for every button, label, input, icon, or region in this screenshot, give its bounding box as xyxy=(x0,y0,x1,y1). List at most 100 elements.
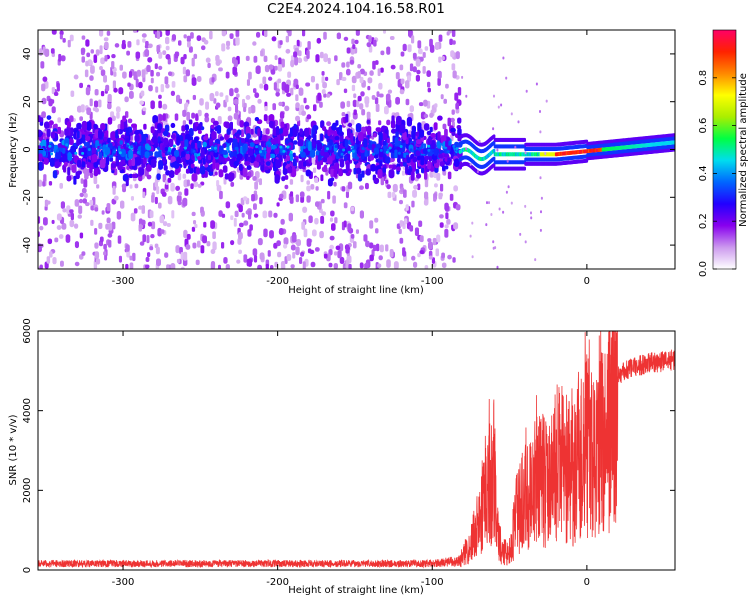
heatmap-cell xyxy=(429,126,433,133)
heatmap-cell xyxy=(378,93,384,98)
heatmap-cell xyxy=(364,96,370,105)
heatmap-cell xyxy=(445,140,449,148)
heatmap-cell xyxy=(292,152,296,158)
heatmap-cell xyxy=(81,251,86,256)
heatmap-cell xyxy=(411,130,416,140)
heatmap-cell xyxy=(396,115,402,126)
heatmap-cell xyxy=(183,251,188,261)
heatmap-cell xyxy=(395,96,400,105)
heatmap-cell xyxy=(433,148,438,156)
heatmap-cell xyxy=(81,120,87,131)
heatmap-cell xyxy=(57,143,64,150)
heatmap-cell xyxy=(100,123,106,131)
heatmap-cell xyxy=(446,218,451,225)
heatmap-cell xyxy=(342,148,346,152)
heatmap-cell xyxy=(146,174,152,180)
heatmap-cell xyxy=(422,52,426,58)
heatmap-cell xyxy=(379,244,384,253)
heatmap-cell xyxy=(338,243,344,252)
heatmap-cell xyxy=(191,112,195,119)
colorbar-tick-label: 0.6 xyxy=(698,118,709,134)
heatmap-cell xyxy=(69,209,74,214)
heatmap-cell xyxy=(236,93,240,98)
heatmap-cell xyxy=(192,149,196,153)
heatmap-cell xyxy=(145,264,150,269)
heatmap-cell xyxy=(93,54,98,63)
heatmap-cell xyxy=(94,207,99,212)
heatmap-cell xyxy=(502,56,505,60)
heatmap-cell xyxy=(523,166,526,171)
heatmap-cell xyxy=(145,145,152,151)
heatmap-cell xyxy=(274,261,278,268)
heatmap-cell xyxy=(174,51,179,59)
heatmap-cell xyxy=(107,117,113,125)
heatmap-cell xyxy=(246,175,250,180)
heatmap-cell xyxy=(385,93,391,102)
heatmap-cell xyxy=(427,238,432,243)
heatmap-cell xyxy=(166,264,170,269)
heatmap-cell xyxy=(156,173,161,180)
heatmap-cell xyxy=(170,182,175,192)
heatmap-cell xyxy=(339,256,345,264)
snr-series-line xyxy=(38,331,675,569)
heatmap-cell xyxy=(321,76,325,84)
heatmap-cell xyxy=(496,265,499,269)
heatmap-cell xyxy=(523,137,526,142)
heatmap-cell xyxy=(386,184,391,190)
heatmap-cell xyxy=(140,145,145,156)
heatmap-cell xyxy=(184,139,189,148)
colorbar-tick-label: 0.2 xyxy=(698,213,709,229)
heatmap-cell xyxy=(388,164,393,169)
heatmap-cell xyxy=(56,82,60,92)
heatmap-cell xyxy=(89,98,93,107)
heatmap-cell xyxy=(195,259,200,266)
heatmap-cell xyxy=(286,92,291,97)
heatmap-cell xyxy=(431,140,436,150)
heatmap-cell xyxy=(478,139,481,143)
heatmap-cell xyxy=(281,58,285,68)
heatmap-cell xyxy=(190,183,194,190)
heatmap-cell xyxy=(214,171,218,176)
heatmap-cell xyxy=(375,60,379,65)
heatmap-cell xyxy=(259,197,263,205)
heatmap-cell xyxy=(454,92,459,101)
heatmap-cell xyxy=(359,262,364,269)
heatmap-cell xyxy=(203,135,209,141)
heatmap-cell xyxy=(426,130,432,136)
heatmap-cell xyxy=(377,169,383,179)
heatmap-cell xyxy=(345,259,350,269)
heatmap-cell xyxy=(122,115,127,122)
heatmap-cell xyxy=(279,145,283,149)
heatmap-cell xyxy=(89,199,94,206)
heatmap-cell xyxy=(233,59,238,68)
heatmap-cell xyxy=(226,144,230,148)
heatmap-cell xyxy=(427,148,431,152)
heatmap-cell xyxy=(163,137,169,146)
heatmap-cell xyxy=(226,45,230,50)
heatmap-cell xyxy=(271,36,277,42)
heatmap-cell xyxy=(73,74,79,80)
heatmap-cell xyxy=(277,64,283,72)
heatmap-cell xyxy=(133,208,138,214)
heatmap-cell xyxy=(77,170,82,175)
heatmap-cell xyxy=(105,130,109,140)
heatmap-cell xyxy=(229,121,233,131)
heatmap-cell xyxy=(150,158,157,168)
heatmap-cell xyxy=(162,113,166,121)
heatmap-cell xyxy=(407,75,411,82)
heatmap-cell xyxy=(349,59,355,65)
heatmap-cell xyxy=(64,128,69,136)
heatmap-cell xyxy=(497,105,500,109)
heatmap-cell xyxy=(388,146,392,150)
heatmap-cell xyxy=(379,148,383,152)
heatmap-cell xyxy=(266,152,271,160)
x-tick-label: -100 xyxy=(421,276,444,287)
heatmap-cell xyxy=(375,127,382,132)
heatmap-cell xyxy=(343,88,348,94)
heatmap-cell xyxy=(138,205,143,210)
heatmap-cell xyxy=(267,250,271,257)
heatmap-cell xyxy=(70,127,74,137)
heatmap-cell xyxy=(383,30,386,34)
heatmap-cell xyxy=(375,228,379,234)
heatmap-cell xyxy=(411,35,415,44)
